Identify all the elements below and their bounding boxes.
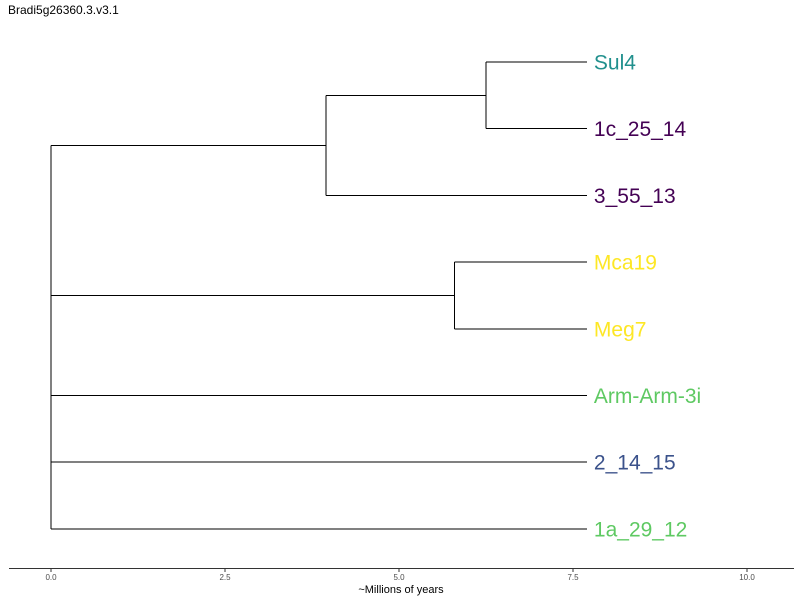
x-axis-title: ~Millions of years: [358, 584, 444, 596]
x-axis-ticks: 0.0 2.5 5.0 7.5 10.0: [45, 568, 755, 582]
x-tick-label: 10.0: [739, 573, 755, 582]
tip-label-arm-arm-3i: Arm-Arm-3i: [594, 385, 701, 408]
tree-branches: [50, 61, 587, 530]
tip-labels: Sul4 1c_25_14 3_55_13 Mca19 Meg7 Arm-Arm-3i 2_…: [594, 52, 701, 542]
x-tick-label: 2.5: [219, 573, 231, 582]
tip-label-1c-25-14: 1c_25_14: [594, 118, 687, 141]
tip-label-1a-29-12: 1a_29_12: [594, 518, 687, 541]
tip-label-sul4: Sul4: [594, 52, 636, 75]
tip-label-3-55-13: 3_55_13: [594, 185, 676, 208]
x-tick-label: 0.0: [45, 573, 57, 582]
chart-title: Bradi5g26360.3.v3.1: [8, 3, 119, 17]
tip-label-2-14-15: 2_14_15: [594, 452, 676, 475]
x-axis: 0.0 2.5 5.0 7.5 10.0: [9, 568, 794, 582]
x-tick-label: 5.0: [393, 573, 405, 582]
tip-label-mca19: Mca19: [594, 252, 657, 275]
x-tick-label: 7.5: [567, 573, 579, 582]
tip-label-meg7: Meg7: [594, 318, 647, 341]
